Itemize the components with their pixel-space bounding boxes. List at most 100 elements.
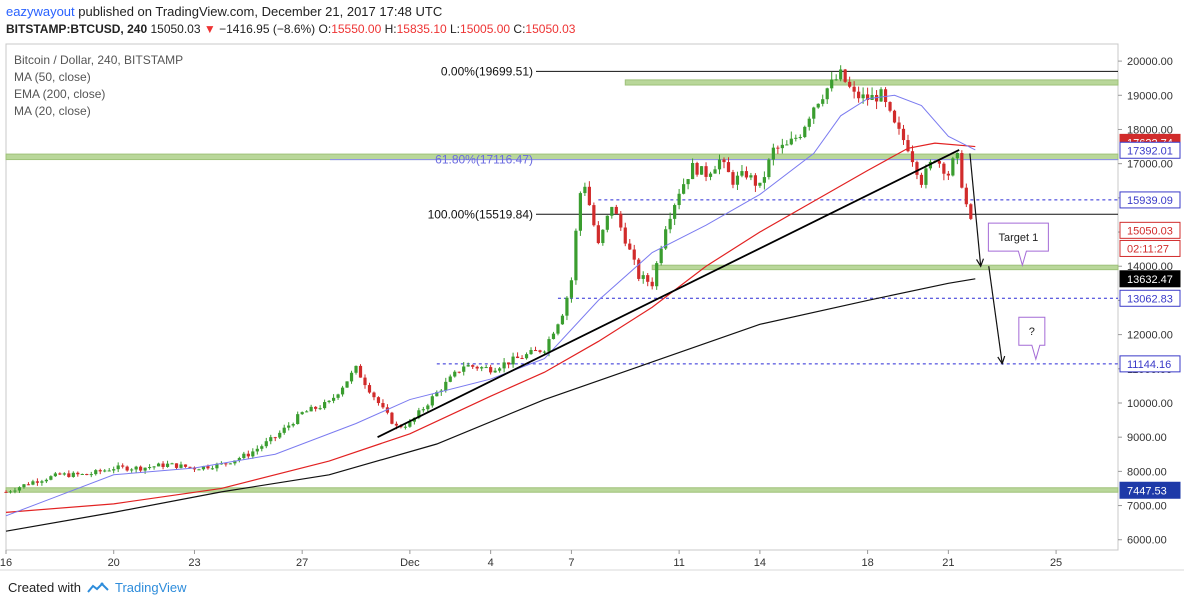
candle-body: [354, 365, 358, 373]
candle: [794, 134, 798, 142]
candle: [946, 170, 950, 180]
callout-text: ?: [1029, 326, 1035, 338]
candle-body: [287, 425, 291, 428]
candle: [318, 405, 322, 411]
candle: [565, 296, 569, 321]
candle-body: [296, 414, 300, 425]
candle: [605, 215, 609, 233]
candle-body: [116, 465, 120, 470]
candle-body: [340, 387, 345, 395]
candle-body: [924, 168, 928, 185]
candle-body: [98, 470, 102, 472]
price-tag: 13062.83: [1119, 289, 1181, 307]
price-tag: 7447.53: [1119, 481, 1181, 499]
author-link[interactable]: eazywayout: [6, 4, 75, 19]
candle-body: [547, 339, 551, 352]
candle: [533, 346, 538, 352]
candle: [103, 469, 107, 473]
down-arrow-icon: ▼: [203, 22, 216, 36]
candle: [556, 323, 560, 336]
candle: [327, 400, 331, 404]
candle: [892, 109, 897, 124]
chart-legend: Bitcoin / Dollar, 240, BITSTAMP MA (50, …: [14, 52, 183, 120]
candle-body: [206, 466, 210, 469]
candle: [668, 212, 672, 234]
candle-body: [807, 118, 811, 127]
candle-body: [161, 463, 165, 467]
candle-body: [278, 432, 282, 438]
candle: [287, 422, 291, 431]
candle: [749, 172, 753, 181]
candle: [278, 430, 282, 439]
candle: [130, 468, 134, 473]
candle-body: [89, 474, 93, 476]
candle-body: [655, 263, 659, 287]
candle-body: [879, 89, 883, 102]
candle-body: [331, 397, 336, 401]
candle: [592, 202, 596, 227]
candle: [210, 465, 215, 470]
candle: [152, 465, 156, 470]
legend-study-ma50[interactable]: MA (50, close): [14, 70, 91, 84]
candle-body: [758, 182, 762, 186]
candle-body: [628, 243, 632, 250]
candle-body: [291, 424, 295, 426]
candle-body: [704, 166, 708, 177]
candle-body: [103, 470, 107, 472]
ma20-line: [5, 94, 976, 517]
candle-body: [71, 472, 75, 477]
candle: [560, 313, 565, 325]
tradingview-logo-icon: [87, 582, 109, 593]
tradingview-link[interactable]: TradingView: [87, 580, 187, 595]
candle: [107, 468, 111, 472]
candle-body: [130, 469, 134, 471]
candle-body: [40, 481, 44, 483]
candle-body: [870, 95, 874, 100]
candle-body: [830, 79, 834, 89]
candle-body: [583, 186, 587, 194]
candle: [354, 365, 358, 375]
trendline: [377, 149, 960, 438]
candle-body: [839, 69, 843, 80]
plot-area: [5, 43, 1119, 551]
candle: [13, 487, 17, 494]
candle: [116, 462, 120, 473]
legend-study-ma20[interactable]: MA (20, close): [14, 104, 91, 118]
candle: [390, 411, 394, 425]
candle-body: [506, 362, 511, 365]
candle: [237, 456, 241, 463]
candle-body: [363, 377, 367, 386]
candle: [924, 164, 928, 189]
candle-body: [641, 275, 645, 279]
candle-body: [695, 162, 699, 175]
candle-body: [471, 365, 475, 367]
candle-body: [224, 463, 228, 465]
legend-study-ema200[interactable]: EMA (200, close): [14, 87, 106, 101]
candle: [251, 448, 255, 459]
price-tag-text: 11144.16: [1127, 359, 1171, 371]
candle-body: [637, 259, 641, 279]
candle-body: [17, 487, 22, 491]
candle-body: [848, 81, 852, 87]
candle-body: [951, 158, 955, 176]
y-tick-label: 9000.00: [1127, 432, 1167, 444]
candle: [897, 116, 901, 135]
candle-body: [515, 356, 520, 359]
candle: [803, 125, 807, 139]
candle: [224, 463, 228, 467]
candle: [628, 239, 632, 251]
candle: [80, 473, 84, 475]
candle-body: [776, 147, 780, 149]
candle-body: [305, 411, 309, 413]
candle-body: [430, 396, 434, 406]
candle-body: [865, 94, 870, 100]
candle-body: [372, 392, 376, 398]
publish-info: eazywayout published on TradingView.com,…: [6, 3, 442, 20]
candle: [677, 188, 681, 210]
candle: [174, 463, 179, 470]
candle-body: [946, 173, 950, 176]
candle: [821, 94, 825, 107]
candle-body: [596, 225, 600, 244]
candle-body: [22, 484, 26, 488]
